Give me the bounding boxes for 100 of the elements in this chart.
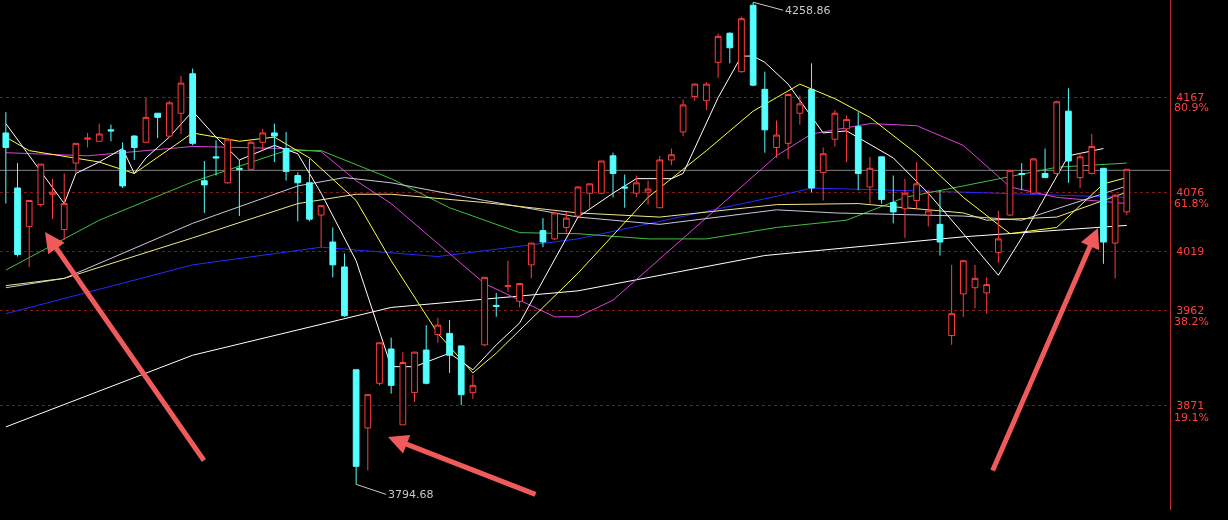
- candlestick: [2, 111, 10, 205]
- candlestick: [247, 140, 255, 171]
- candlestick: [60, 172, 68, 241]
- candlestick: [271, 123, 278, 163]
- candlestick: [959, 260, 967, 318]
- candlestick: [726, 31, 734, 64]
- candlestick: [1088, 133, 1096, 175]
- candlestick: [434, 317, 442, 344]
- candlestick: [1041, 148, 1049, 179]
- candlestick: [819, 146, 827, 201]
- candlestick: [224, 137, 232, 185]
- candlestick: [714, 32, 722, 79]
- candlestick: [177, 75, 185, 135]
- candlestick: [212, 139, 220, 177]
- candlestick: [761, 71, 769, 154]
- candlestick: [236, 159, 243, 217]
- candlestick: [644, 180, 652, 206]
- candlestick: [562, 211, 570, 234]
- candlestick: [481, 276, 488, 347]
- candlestick: [200, 160, 208, 214]
- candlestick: [948, 264, 956, 346]
- candlestick: [329, 226, 337, 278]
- candlestick: [25, 199, 33, 268]
- candlestick: [130, 134, 138, 161]
- candlestick: [387, 337, 395, 395]
- annotation: 4258.86: [785, 4, 831, 17]
- candlestick: [142, 97, 150, 143]
- candlestick: [936, 189, 944, 257]
- candlestick: [889, 175, 897, 224]
- candlestick: [317, 205, 325, 248]
- candlestick: [294, 171, 302, 222]
- candlestick: [924, 189, 932, 227]
- candlestick: [854, 111, 862, 191]
- candlestick: [866, 156, 874, 205]
- candlestick: [189, 68, 197, 146]
- candlestick: [527, 242, 535, 279]
- candlestick: [1111, 193, 1119, 279]
- candlestick: [364, 394, 372, 472]
- candlestick: [504, 260, 512, 293]
- candlestick: [656, 155, 664, 209]
- candlestick: [913, 161, 920, 210]
- candlestick: [901, 178, 909, 239]
- candlestick: [1006, 169, 1014, 217]
- candlestick: [1100, 167, 1107, 265]
- candlestick: [831, 109, 839, 147]
- candlestick: [282, 131, 290, 182]
- y-tick-label: 4019: [1176, 245, 1205, 259]
- candlestick: [422, 324, 430, 385]
- candlestick: [119, 141, 126, 189]
- candlestick: [679, 99, 687, 137]
- y2-tick-label: 19.1%: [1174, 411, 1209, 425]
- candlestick: [796, 95, 804, 126]
- candlestick: [352, 369, 360, 485]
- candlestick: [1123, 168, 1131, 216]
- candlestick: [749, 1, 757, 87]
- candlestick: [411, 351, 418, 403]
- candlestick: [808, 62, 815, 193]
- candlestick: [773, 119, 780, 159]
- candlestick: [306, 158, 313, 222]
- candlestick: [609, 152, 617, 198]
- candlestick: [457, 345, 465, 406]
- candlestick: [1053, 100, 1061, 175]
- candlestick: [597, 160, 605, 195]
- candlestick: [376, 342, 383, 386]
- candlestick: [574, 185, 582, 218]
- candlestick: [703, 81, 710, 111]
- candlestick: [469, 374, 477, 400]
- annotation: 3794.68: [388, 488, 434, 501]
- candlestick: [341, 252, 348, 318]
- candlestick: [994, 210, 1002, 264]
- candlestick: [259, 128, 267, 152]
- candlestick: [668, 148, 675, 166]
- candlestick: [95, 123, 103, 142]
- y-tick-label: 3962: [1176, 304, 1205, 318]
- candlestick: [586, 183, 594, 210]
- candlestick: [539, 217, 547, 248]
- candlestick: [37, 163, 45, 208]
- candlestick: [49, 178, 56, 220]
- candlestick: [107, 124, 115, 142]
- y2-tick-label: 80.9%: [1174, 101, 1209, 115]
- y2-tick-label: 38.2%: [1174, 315, 1209, 329]
- candlestick: [633, 175, 640, 198]
- candlestick: [983, 276, 991, 315]
- candlestick: [446, 319, 453, 374]
- line-series: [5, 150, 1128, 271]
- candlestick: [691, 82, 699, 102]
- candlestick: [621, 174, 629, 209]
- candlestick: [878, 156, 885, 205]
- candlestick: [516, 283, 523, 308]
- candlestick: [843, 114, 850, 163]
- candlestick: [784, 94, 792, 160]
- candlestick: [165, 100, 173, 137]
- candlestick: [1030, 157, 1037, 195]
- candlestick: [84, 132, 91, 148]
- candlestick: [399, 351, 407, 426]
- candlestick: [551, 211, 558, 241]
- candlestick: [738, 16, 745, 74]
- candlestick: [1018, 162, 1026, 191]
- candlestick: [72, 142, 80, 174]
- candlestick: [1065, 87, 1072, 184]
